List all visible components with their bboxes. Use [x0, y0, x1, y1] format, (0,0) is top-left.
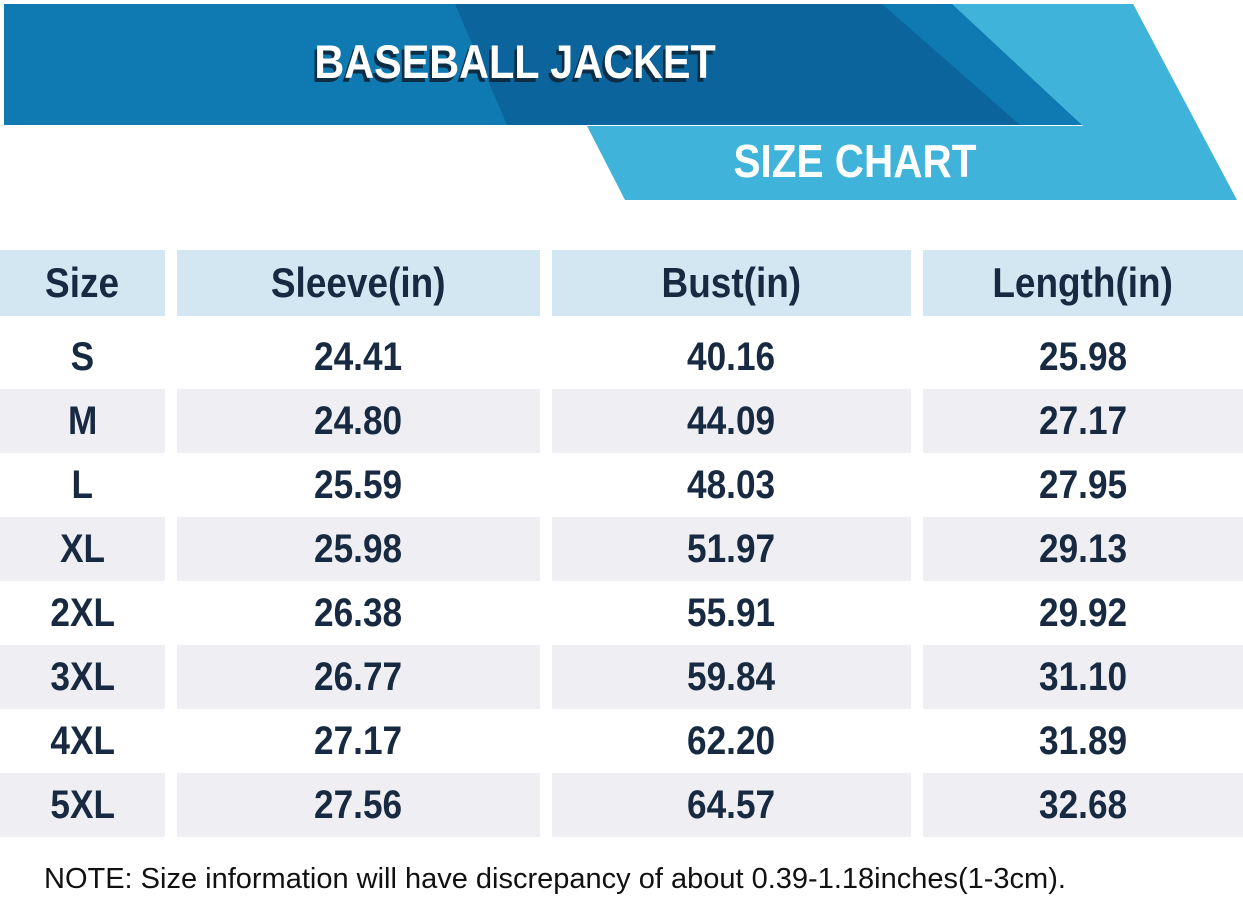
table-row-4xl: 4XL 27.17 62.20 31.89 — [0, 709, 1243, 773]
measurement-cell: 27.17 — [923, 389, 1243, 453]
size-chart-heading: SIZE CHART — [660, 134, 1050, 188]
table-row-xl: XL 25.98 51.97 29.13 — [0, 517, 1243, 581]
measurement-cell: 27.95 — [1038, 462, 1128, 507]
size-label-cell: 2XL — [50, 590, 115, 635]
measurement-cell: 59.84 — [552, 645, 911, 709]
column-header-size: Size — [0, 250, 165, 316]
table-row-l: L 25.59 48.03 27.95 — [0, 453, 1243, 517]
size-label-cell: M — [0, 389, 165, 453]
size-table: Size Sleeve(in) Bust(in) Length(in) S 24.41 4… — [0, 250, 1243, 837]
size-label-cell: XL — [0, 517, 165, 581]
table-row-5xl: 5XL 27.56 64.57 32.68 — [0, 773, 1243, 837]
size-label-cell: 4XL — [50, 718, 115, 763]
measurement-cell: 26.38 — [314, 590, 403, 635]
size-note: NOTE: Size information will have discrep… — [44, 863, 1066, 895]
measurement-cell: 25.59 — [314, 462, 403, 507]
measurement-cell: 31.89 — [1038, 718, 1128, 763]
column-header-bust-in: Bust(in) — [552, 250, 911, 316]
table-row-m: M 24.80 44.09 27.17 — [0, 389, 1243, 453]
size-label-cell: 5XL — [0, 773, 165, 837]
size-label-cell: 3XL — [0, 645, 165, 709]
table-row-s: S 24.41 40.16 25.98 — [0, 325, 1243, 389]
measurement-cell: 51.97 — [552, 517, 911, 581]
measurement-cell: 62.20 — [687, 718, 776, 763]
measurement-cell: 29.13 — [923, 517, 1243, 581]
size-chart-heading-text: SIZE CHART — [733, 135, 977, 187]
measurement-cell: 24.41 — [314, 334, 403, 379]
banner: BASEBALL JACKET SIZE CHART — [0, 0, 1243, 205]
measurement-cell: 29.92 — [1038, 590, 1128, 635]
measurement-cell: 32.68 — [923, 773, 1243, 837]
measurement-cell: 27.56 — [177, 773, 540, 837]
product-title: BASEBALL JACKET — [250, 34, 780, 90]
measurement-cell: 31.10 — [923, 645, 1243, 709]
measurement-cell: 24.80 — [177, 389, 540, 453]
measurement-cell: 40.16 — [687, 334, 776, 379]
size-label-cell: L — [71, 462, 94, 507]
measurement-cell: 26.77 — [177, 645, 540, 709]
measurement-cell: 25.98 — [177, 517, 540, 581]
measurement-cell: 55.91 — [687, 590, 776, 635]
measurement-cell: 27.17 — [314, 718, 403, 763]
measurement-cell: 44.09 — [552, 389, 911, 453]
table-row-2xl: 2XL 26.38 55.91 29.92 — [0, 581, 1243, 645]
product-title-text: BASEBALL JACKET — [314, 35, 716, 88]
measurement-cell: 25.98 — [1038, 334, 1128, 379]
measurement-cell: 48.03 — [687, 462, 776, 507]
size-table-header-row: Size Sleeve(in) Bust(in) Length(in) — [0, 250, 1243, 316]
size-table-body: S 24.41 40.16 25.98 M 24.80 44.09 27.17 L 25.59 48… — [0, 325, 1243, 837]
column-header-sleeve-in: Sleeve(in) — [177, 250, 540, 316]
size-label-cell: S — [70, 334, 95, 379]
measurement-cell: 64.57 — [552, 773, 911, 837]
column-header-length-in: Length(in) — [923, 250, 1243, 316]
table-row-3xl: 3XL 26.77 59.84 31.10 — [0, 645, 1243, 709]
